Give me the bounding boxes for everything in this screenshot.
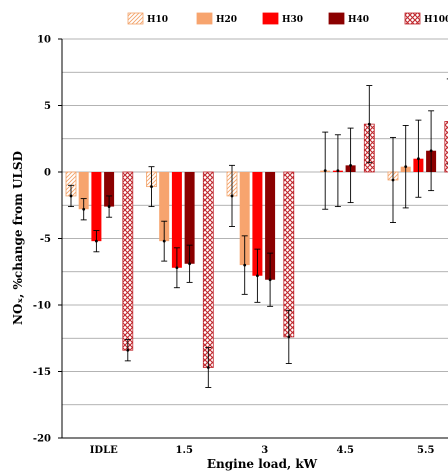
bar-h30-idle bbox=[91, 172, 102, 242]
mean-marker bbox=[69, 194, 73, 198]
mean-marker bbox=[323, 169, 327, 173]
bar-h30-3 bbox=[252, 172, 263, 276]
x-tick-labels: IDLE 1.5 3 4.5 5.5 bbox=[90, 445, 435, 456]
legend-label-h100: H100 bbox=[424, 15, 448, 25]
mean-marker bbox=[256, 274, 259, 278]
mean-marker bbox=[367, 122, 371, 126]
legend-swatch-h40 bbox=[328, 12, 345, 25]
chart-legend: H10 H20 H30 H40 H100 bbox=[127, 12, 448, 25]
bar-h20-3 bbox=[239, 172, 250, 266]
mean-marker bbox=[404, 165, 408, 169]
legend-label-h10: H10 bbox=[147, 15, 168, 25]
x-tick-label: 5.5 bbox=[417, 445, 434, 456]
y-tick-label: -10 bbox=[33, 301, 51, 312]
legend-swatch-h20 bbox=[196, 12, 213, 25]
mean-marker bbox=[82, 207, 86, 211]
x-axis-title: Engine load, kW bbox=[207, 457, 318, 471]
mean-marker bbox=[268, 278, 272, 282]
y-tick-label: 10 bbox=[37, 35, 51, 46]
legend-swatch-h30 bbox=[262, 12, 279, 25]
mean-marker bbox=[206, 366, 210, 369]
bar-h100-5.5 bbox=[444, 121, 448, 173]
bar-h40-3 bbox=[265, 172, 276, 280]
bar-h30-1.5 bbox=[171, 172, 182, 268]
mean-marker bbox=[150, 185, 153, 189]
legend-swatch-h10 bbox=[127, 12, 144, 25]
mean-marker bbox=[188, 262, 192, 266]
mean-marker bbox=[349, 163, 352, 167]
x-tick-label: 4.5 bbox=[337, 445, 354, 456]
y-tick-label: -5 bbox=[40, 234, 51, 245]
mean-marker bbox=[95, 239, 98, 243]
y-tick-label: -20 bbox=[33, 434, 51, 445]
mean-marker bbox=[230, 194, 234, 198]
x-tick-label: IDLE bbox=[90, 445, 118, 456]
y-tick-labels: -20 -15 -10 -5 0 5 10 bbox=[33, 35, 62, 445]
mean-marker bbox=[107, 205, 111, 208]
bar-h40-1.5 bbox=[184, 172, 195, 264]
mean-marker bbox=[243, 263, 247, 267]
mean-marker bbox=[287, 335, 291, 339]
bar-h40-idle bbox=[104, 172, 115, 207]
legend-swatch-h100 bbox=[404, 12, 421, 25]
mean-marker bbox=[126, 348, 130, 352]
bar-h20-1.5 bbox=[159, 172, 170, 242]
bar-h100-1.5 bbox=[202, 171, 214, 368]
legend-label-h40: H40 bbox=[348, 15, 369, 25]
bar-h20-idle bbox=[78, 172, 89, 210]
mean-marker bbox=[175, 266, 179, 270]
legend-label-h20: H20 bbox=[216, 15, 237, 25]
y-tick-label: -15 bbox=[33, 367, 51, 378]
bar-h100-idle bbox=[122, 171, 134, 351]
x-tick-label: 3 bbox=[261, 445, 268, 456]
y-tick-label: 5 bbox=[44, 101, 51, 112]
error-bars-group bbox=[68, 78, 448, 388]
mean-marker bbox=[429, 149, 433, 153]
mean-marker bbox=[417, 157, 420, 161]
mean-marker bbox=[336, 169, 340, 173]
y-tick-label: 0 bbox=[44, 168, 51, 179]
bars-group bbox=[65, 121, 448, 368]
y-axis-title: NOₓ, %change from ULSD bbox=[11, 151, 25, 325]
mean-marker bbox=[391, 178, 395, 182]
legend-label-h30: H30 bbox=[282, 15, 303, 25]
mean-marker bbox=[162, 239, 166, 243]
x-tick-label: 1.5 bbox=[176, 445, 193, 456]
